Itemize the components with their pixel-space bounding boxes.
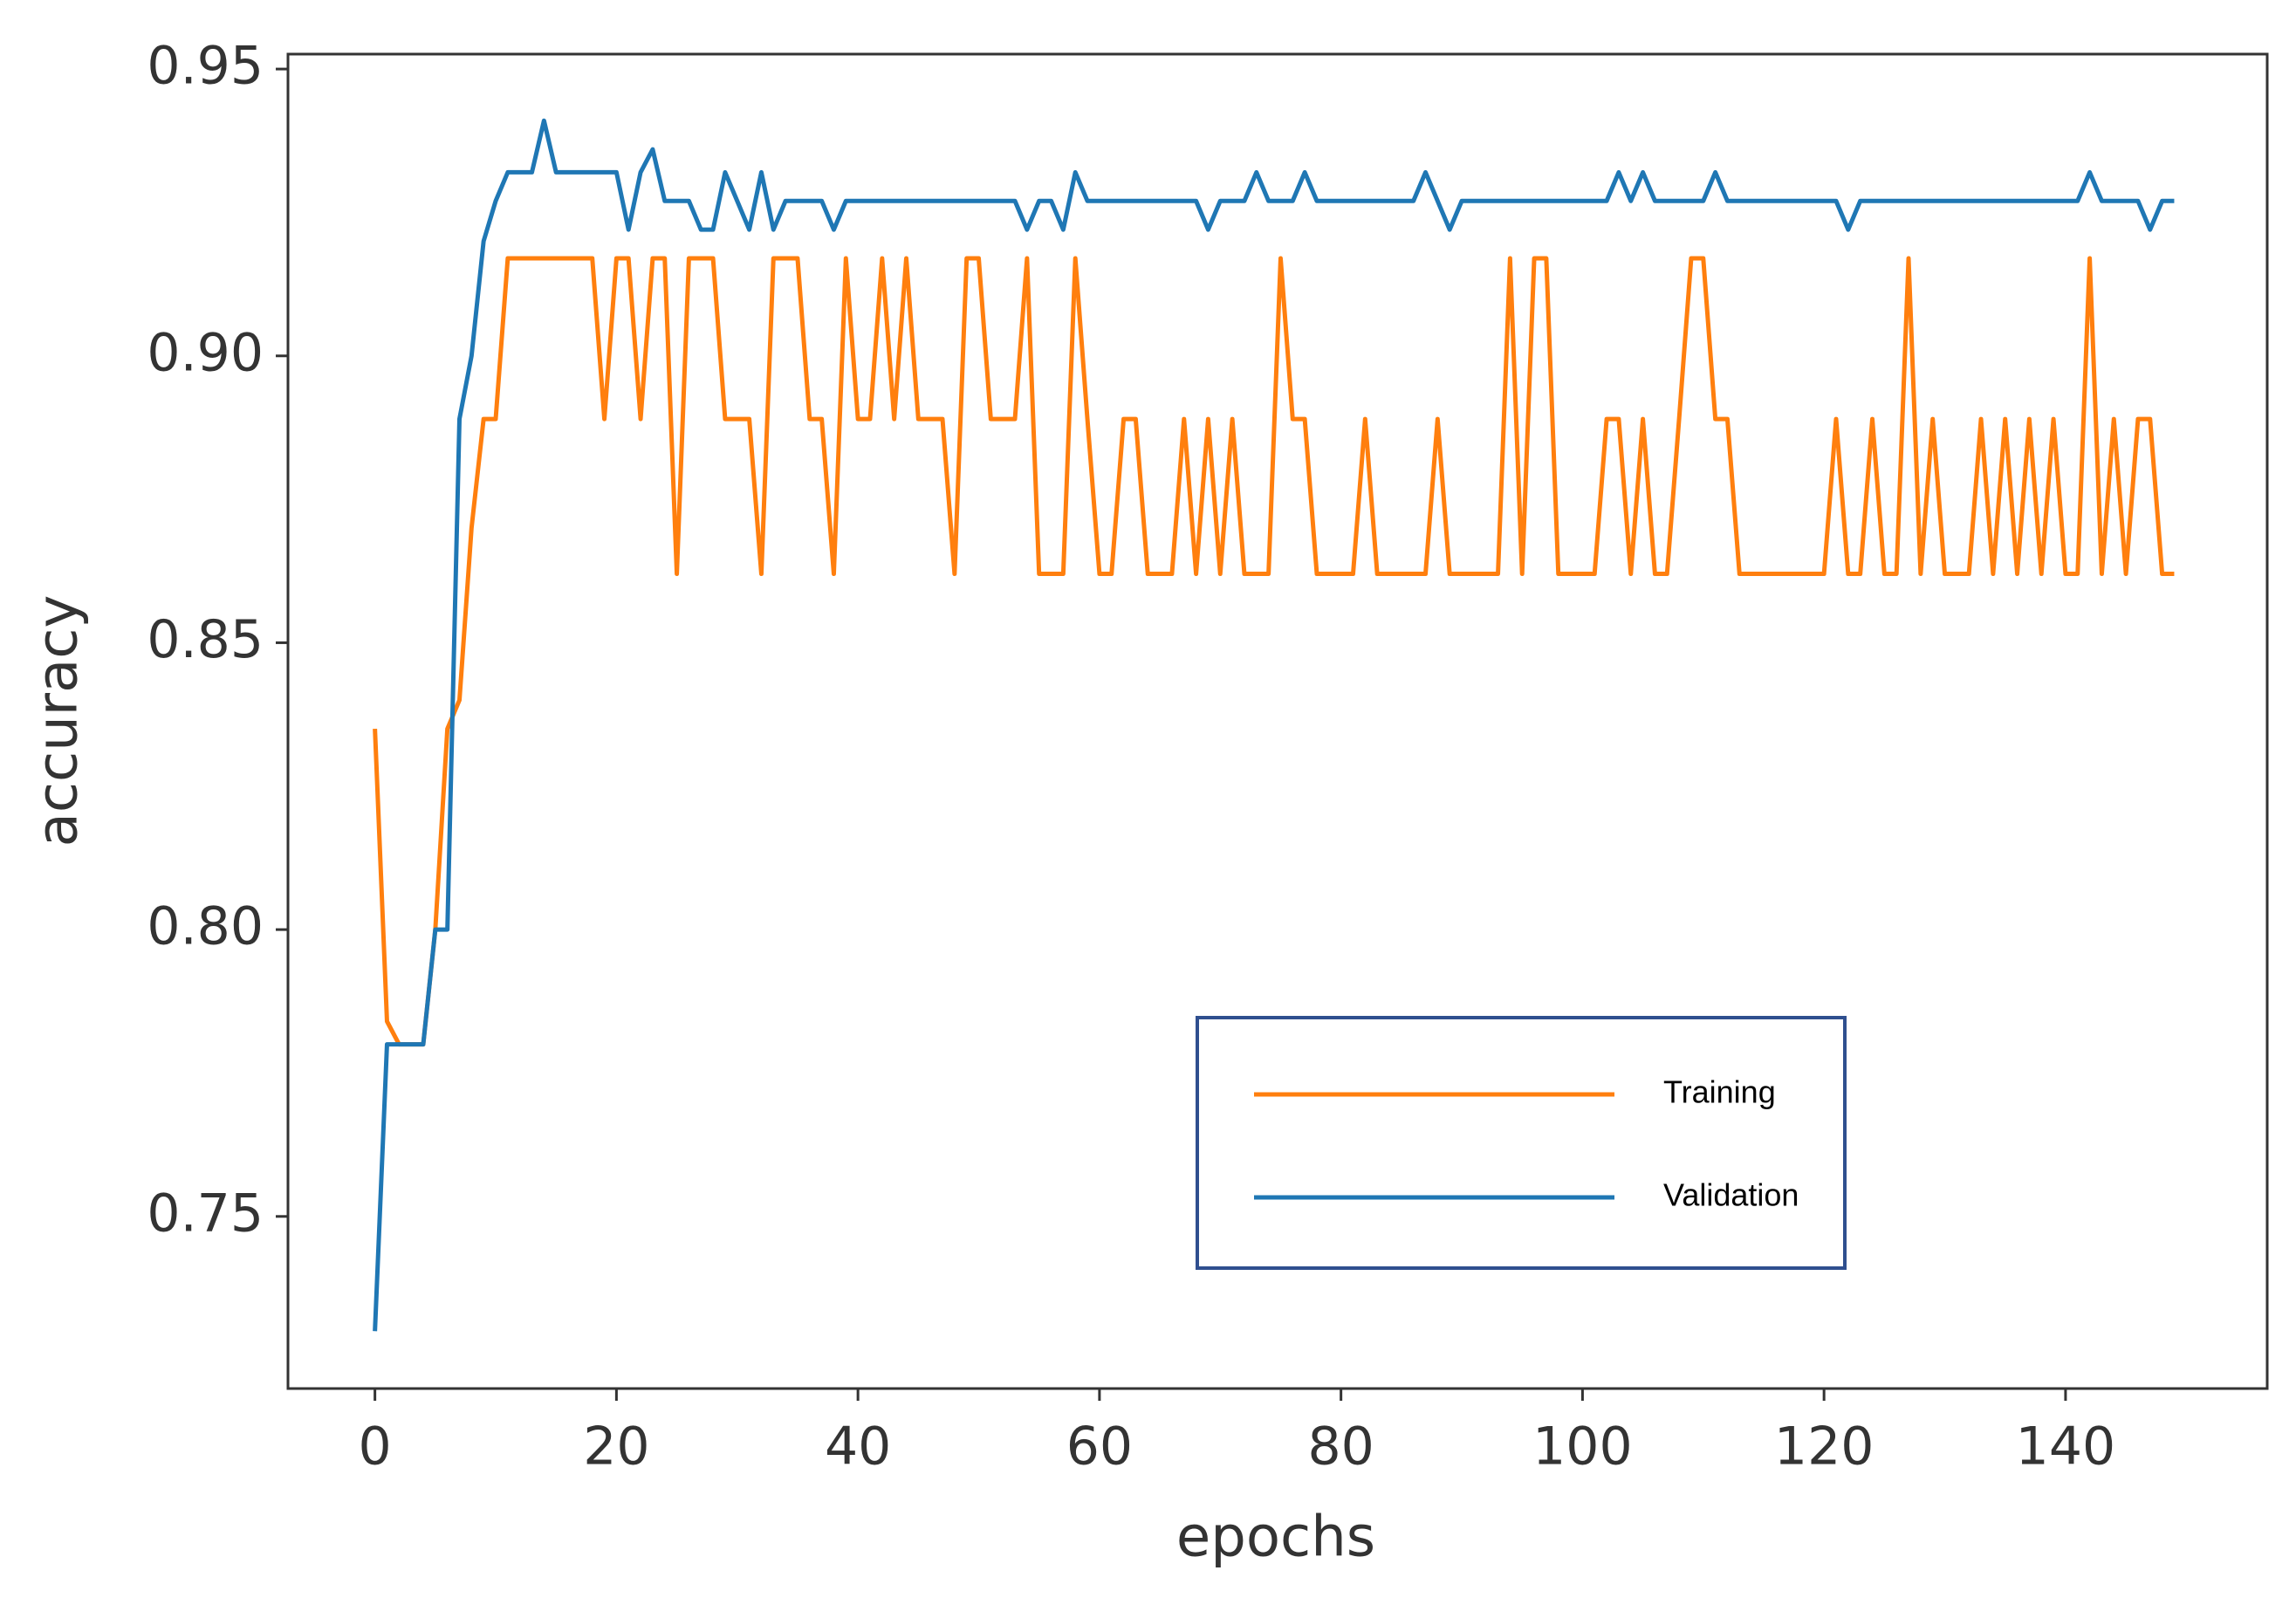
x-tick-label: 100 — [1532, 1416, 1633, 1478]
y-tick-label: 0.75 — [147, 1183, 264, 1244]
legend: Training Validation — [1196, 1016, 1847, 1270]
x-tick-label: 120 — [1774, 1416, 1874, 1478]
x-tick-label: 140 — [2016, 1416, 2116, 1478]
series-line — [373, 118, 2175, 1332]
x-tick-label: 0 — [359, 1416, 392, 1478]
y-tick-label: 0.85 — [147, 609, 264, 670]
x-axis-label: epochs — [1176, 1505, 1375, 1570]
x-tick-label: 60 — [1066, 1416, 1133, 1478]
y-axis-label: accuracy — [26, 595, 91, 847]
y-tick-label: 0.90 — [147, 322, 264, 383]
legend-box — [1196, 1016, 1847, 1270]
series-line — [373, 256, 2175, 1047]
x-tick-label: 40 — [825, 1416, 891, 1478]
y-tick-label: 0.95 — [147, 36, 264, 97]
legend-label: Validation — [1663, 1177, 1799, 1213]
legend-label: Training — [1663, 1074, 1776, 1110]
y-tick-label: 0.80 — [147, 896, 264, 957]
x-tick-label: 20 — [583, 1416, 649, 1478]
x-tick-label: 80 — [1307, 1416, 1374, 1478]
